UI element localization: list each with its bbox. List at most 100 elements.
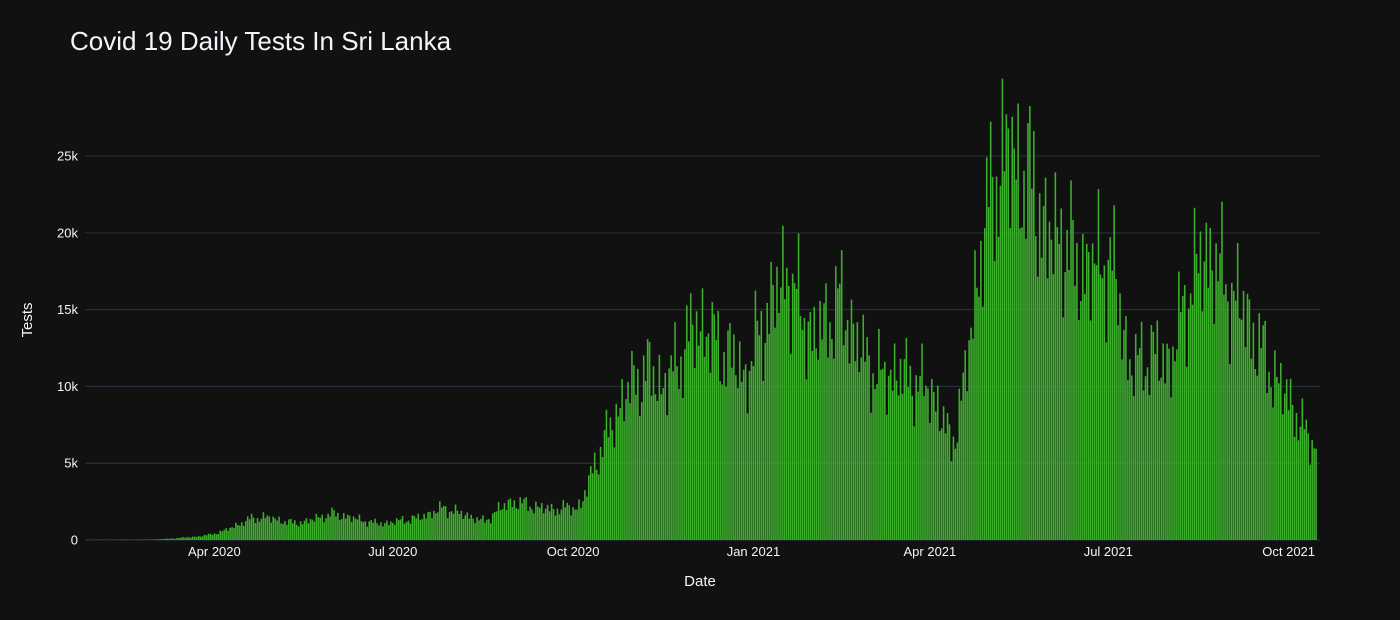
daily-test-bar bbox=[1068, 269, 1070, 540]
daily-test-bar bbox=[388, 525, 390, 540]
daily-test-bar bbox=[444, 506, 447, 540]
daily-test-bar bbox=[1097, 189, 1100, 540]
daily-test-bar bbox=[1076, 243, 1078, 540]
daily-test-bar bbox=[789, 353, 792, 540]
daily-test-bar bbox=[219, 530, 222, 540]
daily-test-bar bbox=[509, 498, 512, 540]
bars bbox=[86, 78, 1317, 541]
daily-test-bar bbox=[1250, 358, 1253, 540]
daily-test-bar bbox=[801, 329, 804, 540]
daily-test-bar bbox=[1185, 366, 1188, 540]
daily-test-bar bbox=[1062, 317, 1064, 540]
daily-test-bar bbox=[378, 525, 380, 540]
daily-test-bar bbox=[1119, 293, 1121, 540]
daily-test-bar bbox=[852, 323, 855, 540]
daily-test-bar bbox=[1158, 380, 1161, 540]
daily-test-bar bbox=[258, 521, 261, 540]
daily-test-bar bbox=[854, 361, 857, 540]
daily-test-bar bbox=[1111, 270, 1113, 540]
daily-test-bar bbox=[770, 261, 772, 540]
daily-test-bar bbox=[978, 296, 980, 540]
daily-test-bar bbox=[164, 538, 167, 540]
daily-test-bar bbox=[1064, 272, 1066, 540]
daily-test-bar bbox=[966, 391, 968, 540]
daily-test-bar bbox=[470, 514, 472, 540]
daily-test-bar bbox=[374, 518, 376, 540]
daily-test-bar bbox=[919, 375, 921, 540]
daily-test-bar bbox=[299, 521, 302, 540]
daily-test-bar bbox=[1146, 367, 1149, 540]
daily-test-bar bbox=[1011, 116, 1014, 541]
daily-test-bar bbox=[333, 510, 335, 540]
daily-test-bar bbox=[605, 409, 608, 540]
daily-test-bar bbox=[350, 522, 353, 540]
daily-test-bar bbox=[809, 312, 812, 540]
daily-test-bar bbox=[423, 513, 425, 540]
daily-test-bar bbox=[784, 299, 786, 540]
daily-test-bar bbox=[1083, 293, 1086, 540]
daily-test-bar bbox=[686, 305, 688, 540]
daily-test-bar bbox=[327, 513, 329, 540]
daily-test-bar bbox=[1136, 355, 1139, 540]
daily-test-bar bbox=[633, 365, 635, 540]
y-tick-label: 25k bbox=[57, 149, 78, 164]
daily-test-bar bbox=[154, 539, 157, 540]
daily-test-bar bbox=[997, 236, 1000, 541]
daily-test-bar bbox=[390, 521, 392, 540]
daily-test-bar bbox=[239, 525, 241, 540]
daily-test-bar bbox=[295, 524, 298, 540]
daily-test-bar bbox=[493, 512, 496, 540]
daily-test-bar bbox=[1164, 383, 1166, 540]
daily-test-bar bbox=[860, 357, 863, 540]
daily-test-bar bbox=[603, 430, 606, 540]
daily-test-bar bbox=[650, 395, 653, 540]
daily-test-bar bbox=[799, 316, 802, 540]
daily-test-bar bbox=[570, 515, 572, 540]
daily-test-bar bbox=[1215, 243, 1217, 540]
daily-test-bar bbox=[746, 413, 749, 540]
daily-test-bar bbox=[1129, 359, 1131, 540]
daily-test-bar bbox=[462, 518, 465, 540]
daily-test-bar bbox=[580, 507, 582, 540]
daily-test-bar bbox=[591, 473, 594, 540]
daily-test-bar bbox=[670, 355, 672, 540]
daily-test-bar bbox=[1060, 208, 1063, 540]
daily-test-bar bbox=[256, 517, 259, 540]
daily-test-bar bbox=[1166, 343, 1168, 540]
daily-test-bar bbox=[805, 379, 808, 540]
daily-test-bar bbox=[637, 368, 639, 540]
daily-test-bar bbox=[1211, 270, 1213, 540]
daily-test-bar bbox=[484, 522, 486, 540]
daily-test-bar bbox=[1017, 103, 1019, 540]
daily-test-bar bbox=[989, 121, 992, 540]
daily-test-bar bbox=[976, 287, 978, 540]
daily-test-bar bbox=[1191, 304, 1194, 540]
daily-test-bar bbox=[742, 369, 745, 540]
daily-test-bar bbox=[552, 508, 555, 540]
daily-test-bar bbox=[233, 528, 235, 540]
daily-test-bar bbox=[1256, 375, 1259, 540]
daily-test-bar bbox=[870, 412, 872, 540]
daily-test-bar bbox=[411, 515, 414, 540]
daily-test-bar bbox=[188, 537, 190, 540]
daily-test-bar bbox=[1176, 349, 1178, 540]
daily-test-bar bbox=[1105, 342, 1108, 540]
daily-test-bar bbox=[864, 361, 866, 540]
daily-test-bar bbox=[499, 510, 502, 540]
daily-test-bar bbox=[395, 518, 398, 540]
daily-test-bar bbox=[1160, 377, 1162, 540]
daily-test-bar bbox=[495, 511, 498, 540]
daily-test-bar bbox=[1283, 393, 1286, 540]
daily-test-bar bbox=[586, 496, 588, 540]
daily-test-bar bbox=[1221, 201, 1223, 540]
daily-test-bar bbox=[252, 517, 255, 540]
daily-test-bar bbox=[944, 433, 947, 540]
daily-test-bar bbox=[266, 515, 269, 540]
daily-test-bar bbox=[311, 519, 314, 540]
y-axis-title: Tests bbox=[19, 302, 36, 337]
daily-test-bar bbox=[203, 534, 206, 540]
daily-test-bar bbox=[689, 293, 692, 540]
daily-test-bar bbox=[192, 536, 194, 540]
chart-title: Covid 19 Daily Tests In Sri Lanka bbox=[70, 26, 452, 56]
daily-test-bar bbox=[1123, 329, 1125, 540]
